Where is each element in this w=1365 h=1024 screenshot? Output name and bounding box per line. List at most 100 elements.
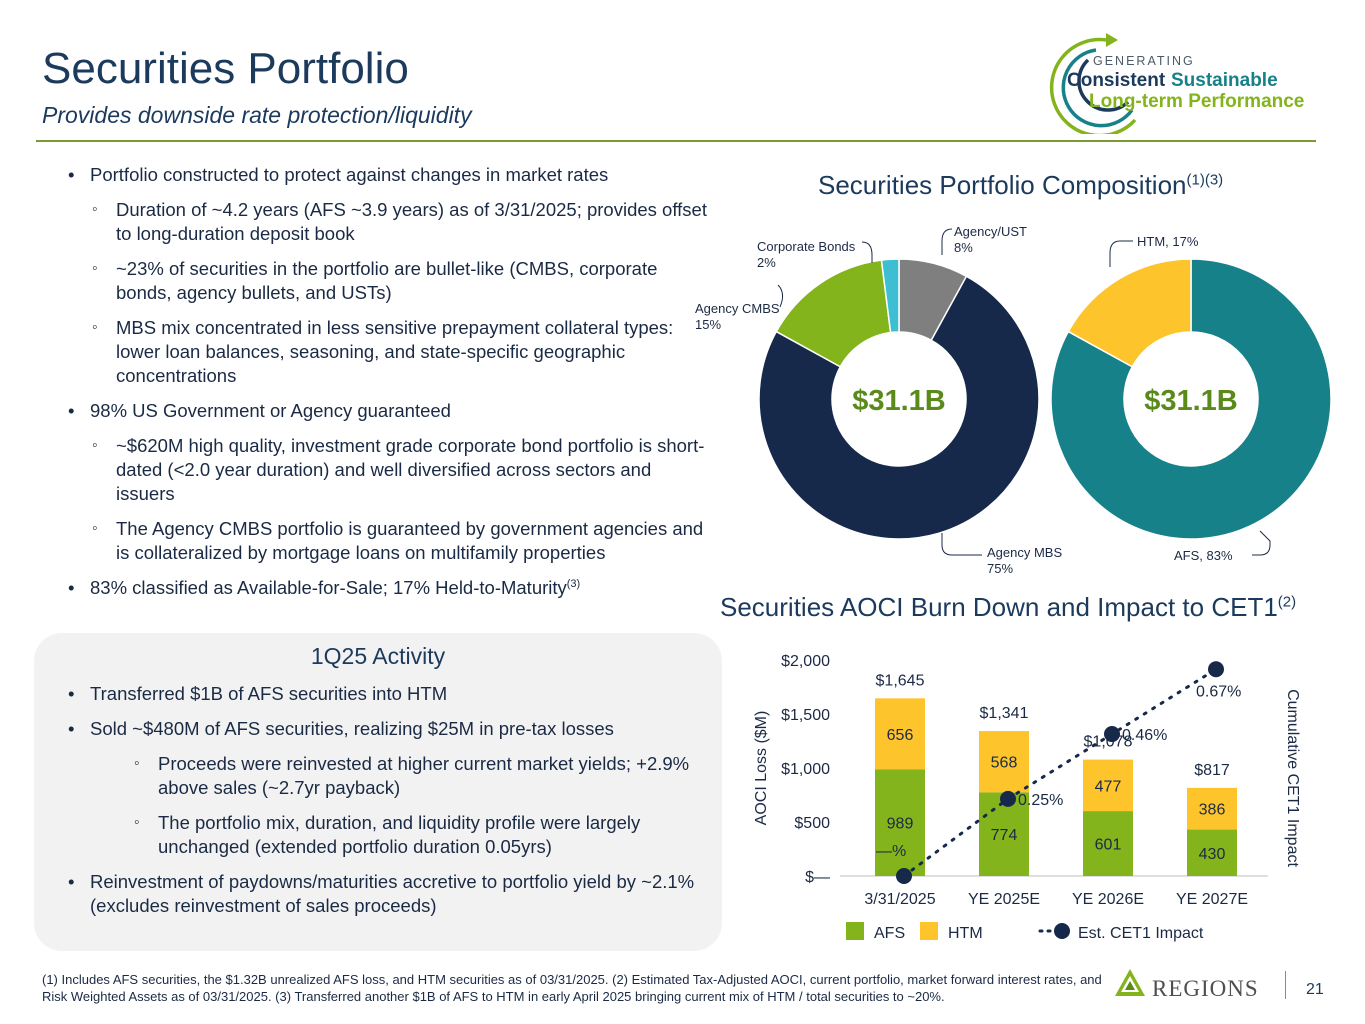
activity-proceeds: Proceeds were reinvested at higher curre… <box>62 752 712 800</box>
leader-afs <box>1252 530 1271 556</box>
cet1-point <box>1208 661 1224 678</box>
x-tick-label: 3/31/2025 <box>864 891 935 908</box>
bar-htm <box>875 698 925 770</box>
label-agency-mbs: Agency MBS <box>987 545 1062 560</box>
page-number: 21 <box>1306 981 1324 998</box>
leader-agency-cmbs <box>777 284 784 308</box>
sub-bullet-bullet-like: ~23% of securities in the portfolio are … <box>62 257 712 305</box>
composition-title-text: Securities Portfolio Composition <box>818 170 1187 200</box>
cet1-point <box>1000 790 1016 807</box>
bar-htm-label: 568 <box>991 755 1018 772</box>
aoci-title-text: Securities AOCI Burn Down and Impact to … <box>720 592 1278 622</box>
page-title: Securities Portfolio <box>42 44 409 93</box>
bar-afs-label: 430 <box>1199 846 1226 863</box>
bar-afs-label: 989 <box>887 816 914 833</box>
logo-consistent: Consistent <box>1067 70 1166 91</box>
label-htm: HTM, 17% <box>1137 234 1199 249</box>
logo-long-term: Long-term Performance <box>1089 91 1304 112</box>
bar-htm-label: 477 <box>1095 778 1122 795</box>
composition-title-note: (1)(3) <box>1186 171 1224 189</box>
cet1-point <box>896 868 912 884</box>
label-agency-cmbs: Agency CMBS <box>695 301 780 316</box>
y-tick-label: $1,000 <box>781 761 830 778</box>
page-subtitle: Provides downside rate protection/liquid… <box>42 102 472 128</box>
y-tick-label: $500 <box>794 815 830 832</box>
activity-mix: The portfolio mix, duration, and liquidi… <box>62 811 712 859</box>
circular-arrows-icon <box>1049 33 1137 134</box>
cet1-label: 0.67% <box>1196 683 1241 700</box>
bar-htm-label: 656 <box>887 727 914 744</box>
bullet-guaranteed: 98% US Government or Agency guaranteed <box>62 399 712 423</box>
donut1-center-label: $31.1B <box>852 385 946 417</box>
aoci-title-note: (2) <box>1277 593 1297 611</box>
footer-separator <box>1285 971 1286 999</box>
sub-bullet-corporate-bond: ~$620M high quality, investment grade co… <box>62 434 712 506</box>
bullet-classification-note: (3) <box>566 577 581 590</box>
label-agency-ust: Agency/UST <box>954 224 1027 239</box>
bar-afs-label: 601 <box>1095 837 1122 854</box>
y2-axis-label: Cumulative CET1 Impact <box>1284 689 1301 867</box>
key-points: Portfolio constructed to protect against… <box>62 163 712 611</box>
sub-bullet-duration: Duration of ~4.2 years (AFS ~3.9 years) … <box>62 198 712 246</box>
activity-sold: Sold ~$480M of AFS securities, realizing… <box>62 717 712 741</box>
header-divider <box>36 140 1316 142</box>
bar-htm <box>979 731 1029 793</box>
regions-logo: REGIONS <box>1115 969 1258 1001</box>
bar-afs <box>875 769 925 876</box>
bar-total-label: $1,078 <box>1084 734 1133 751</box>
aoci-title: Securities AOCI Burn Down and Impact to … <box>720 592 1296 623</box>
label-agency-ust-pct: 8% <box>954 240 973 255</box>
leader-agency-mbs <box>941 533 982 556</box>
label-agency-mbs-pct: 75% <box>987 561 1013 576</box>
bar-total-label: $1,645 <box>876 672 925 689</box>
x-tick-label: YE 2025E <box>968 891 1040 908</box>
composition-title: Securities Portfolio Composition(1)(3) <box>818 170 1223 201</box>
donut1-slice-corporate-bonds <box>880 258 900 334</box>
bullet-rate-protection: Portfolio constructed to protect against… <box>62 163 712 187</box>
legend-cet1-marker <box>1054 923 1070 939</box>
donut2-slice-htm-17- <box>1067 258 1192 368</box>
logo-sustainable: Sustainable <box>1171 70 1278 91</box>
cet1-label: 0.46% <box>1122 727 1167 744</box>
legend-cet1-label: Est. CET1 Impact <box>1078 925 1204 942</box>
legend-afs-swatch <box>846 922 864 940</box>
generating-logo: GENERATING Consistent Sustainable Long-t… <box>1049 33 1304 134</box>
bar-afs <box>1083 811 1133 876</box>
sub-bullet-mbs-mix: MBS mix concentrated in less sensitive p… <box>62 316 712 388</box>
bar-afs <box>979 792 1029 876</box>
activity-transfer: Transferred $1B of AFS securities into H… <box>62 682 712 706</box>
activity-list: Transferred $1B of AFS securities into H… <box>62 682 712 929</box>
bar-afs <box>1187 829 1237 876</box>
cet1-point <box>1104 726 1120 743</box>
leader-agency-ust <box>941 228 953 255</box>
label-corporate-bonds-pct: 2% <box>757 255 776 270</box>
legend-htm-swatch <box>920 922 938 940</box>
footnote: (1) Includes AFS securities, the $1.32B … <box>42 972 1102 1004</box>
regions-triangle-icon <box>1115 969 1145 996</box>
bullet-classification-text: 83% classified as Available-for-Sale; 17… <box>90 577 567 598</box>
aoci-bar-chart: $— $500 $1,000 $1,500 $2,000 AOCI Loss ($M) Cu… <box>753 653 1301 942</box>
x-tick-label: YE 2027E <box>1176 891 1248 908</box>
cet1-line <box>902 667 1218 878</box>
bar-htm <box>1083 759 1133 812</box>
leader-htm <box>1109 240 1133 267</box>
bar-total-label: $817 <box>1194 762 1230 779</box>
activity-reinvestment: Reinvestment of paydowns/maturities accr… <box>62 870 712 918</box>
bullet-classification: 83% classified as Available-for-Sale; 17… <box>62 576 712 600</box>
label-agency-cmbs-pct: 15% <box>695 317 721 332</box>
y-tick-label: $— <box>805 869 830 886</box>
cet1-label: 0.25% <box>1018 792 1063 809</box>
label-afs: AFS, 83% <box>1174 548 1233 563</box>
cet1-label: —% <box>876 843 906 860</box>
logo-generating: GENERATING <box>1093 54 1195 68</box>
donut2-center-label: $31.1B <box>1144 385 1238 417</box>
bar-htm-label: 386 <box>1199 802 1226 819</box>
activity-title: 1Q25 Activity <box>310 643 446 669</box>
leader-corporate-bonds <box>861 241 873 263</box>
bar-afs-label: 774 <box>991 827 1018 844</box>
label-corporate-bonds: Corporate Bonds <box>757 239 856 254</box>
x-tick-label: YE 2026E <box>1072 891 1144 908</box>
legend-afs-label: AFS <box>874 925 905 942</box>
donut1-slice-agency-mbs <box>758 275 1040 540</box>
